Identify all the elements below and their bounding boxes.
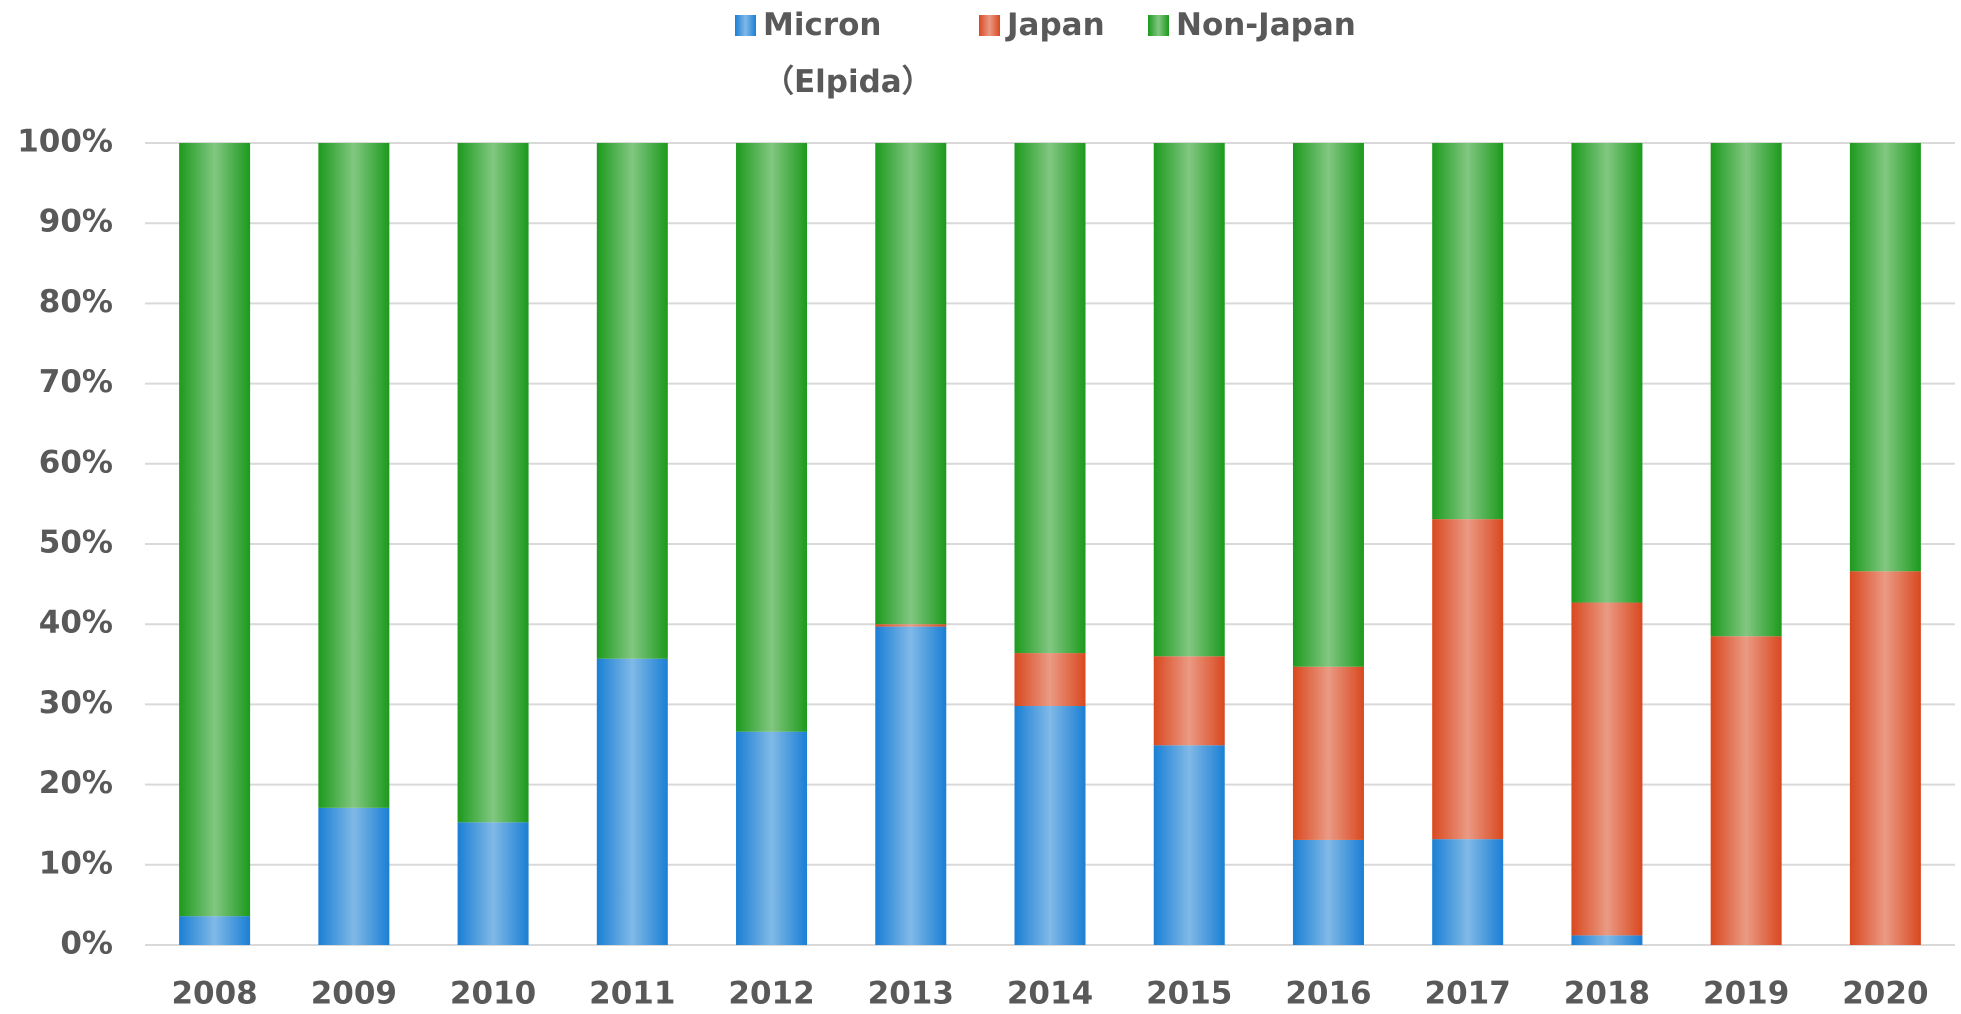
x-tick-label: 2017	[1425, 976, 1511, 1012]
legend-label: Japan	[1007, 7, 1105, 43]
y-tick-label: 40%	[39, 605, 113, 641]
bar-segment	[1292, 839, 1364, 945]
bar-segment	[457, 822, 529, 945]
bar-segment	[1710, 143, 1782, 637]
legend-swatch	[979, 15, 1000, 36]
x-tick-label: 2011	[589, 976, 675, 1012]
y-tick-label: 0%	[60, 926, 113, 962]
y-tick-label: 90%	[39, 204, 113, 240]
x-tick-label: 2016	[1285, 976, 1371, 1012]
bar-segment	[1432, 839, 1504, 945]
bar-segment	[1153, 143, 1225, 657]
y-tick-label: 10%	[39, 845, 113, 881]
x-tick-label: 2012	[728, 976, 814, 1012]
bar-segment	[1153, 745, 1225, 945]
x-tick-label: 2010	[450, 976, 536, 1012]
x-tick-label: 2020	[1842, 976, 1928, 1012]
bar-segment	[318, 807, 390, 945]
bar-segment	[1014, 653, 1086, 707]
x-tick-label: 2014	[1007, 976, 1093, 1012]
legend-label: Micron （Elpida）	[763, 7, 933, 100]
x-tick-label: 2019	[1703, 976, 1789, 1012]
x-tick-label: 2008	[171, 976, 257, 1012]
x-tick-label: 2015	[1146, 976, 1232, 1012]
legend-swatch	[1148, 15, 1169, 36]
y-tick-label: 60%	[39, 444, 113, 480]
legend-swatch	[735, 15, 756, 36]
bar-segment	[596, 658, 668, 945]
bar-segment	[1432, 519, 1504, 840]
bar-segment	[1849, 143, 1921, 572]
bar-segment	[736, 143, 808, 732]
bar-segment	[1292, 666, 1364, 840]
y-tick-label: 100%	[17, 124, 113, 160]
bar-segment	[875, 143, 947, 625]
bar-segment	[875, 624, 947, 627]
bar-segment	[1014, 706, 1086, 945]
bar-segment	[1571, 143, 1643, 603]
bar-segment	[457, 143, 529, 823]
x-tick-label: 2013	[868, 976, 954, 1012]
bar-segment	[1292, 143, 1364, 667]
y-tick-label: 50%	[39, 525, 113, 561]
bar-segment	[736, 731, 808, 945]
bar-segment	[1571, 935, 1643, 945]
bar-segment	[179, 143, 251, 917]
bar-segment	[179, 916, 251, 945]
bar-segment	[1849, 571, 1921, 945]
bar-segment	[318, 143, 390, 808]
legend-label: Non-Japan	[1176, 7, 1356, 43]
bar-segment	[1153, 656, 1225, 746]
x-tick-label: 2009	[311, 976, 397, 1012]
bar-segment	[596, 143, 668, 659]
bar-segment	[875, 626, 947, 945]
bar-segment	[1432, 143, 1504, 520]
y-tick-label: 20%	[39, 765, 113, 801]
bar-segment	[1014, 143, 1086, 654]
y-tick-label: 70%	[39, 364, 113, 400]
x-tick-label: 2018	[1564, 976, 1650, 1012]
bar-segment	[1710, 636, 1782, 945]
bar-segment	[1571, 602, 1643, 936]
y-tick-label: 30%	[39, 685, 113, 721]
y-tick-label: 80%	[39, 284, 113, 320]
